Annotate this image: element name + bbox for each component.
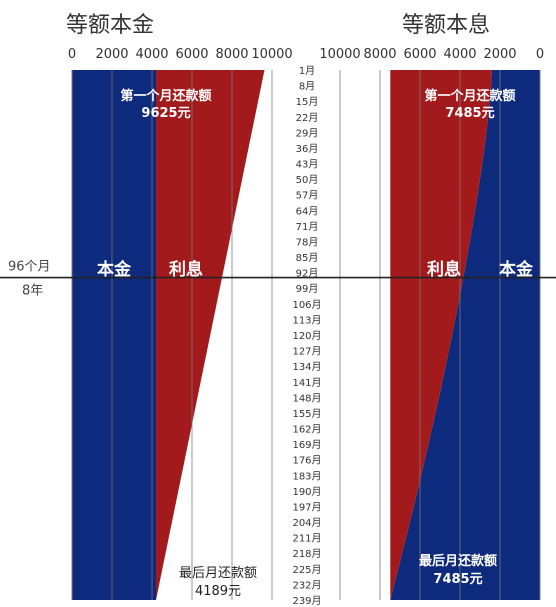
month-label: 78月 bbox=[296, 236, 319, 248]
month-label: 71月 bbox=[296, 221, 319, 233]
panel-title: 等额本息 bbox=[402, 13, 490, 38]
tick-label: 0 bbox=[536, 47, 544, 62]
month-label: 57月 bbox=[296, 190, 319, 202]
first-payment-label: 第一个月还款额 bbox=[120, 88, 211, 104]
month-label: 169月 bbox=[292, 439, 321, 451]
month-label: 120月 bbox=[292, 330, 321, 342]
month-label: 50月 bbox=[296, 174, 319, 186]
divider-label-top: 96个月 bbox=[8, 260, 51, 275]
month-label: 43月 bbox=[296, 159, 319, 171]
tick-label: 6000 bbox=[175, 47, 208, 62]
last-payment-label: 最后月还款额 bbox=[419, 553, 497, 569]
panel-title: 等额本金 bbox=[66, 13, 154, 38]
tick-label: 4000 bbox=[443, 47, 476, 62]
month-label: 211月 bbox=[292, 533, 321, 545]
month-label: 92月 bbox=[296, 268, 319, 280]
left-principal-area bbox=[72, 70, 156, 600]
last-payment-value: 4189元 bbox=[195, 584, 241, 599]
month-label: 176月 bbox=[292, 455, 321, 467]
tick-label: 4000 bbox=[135, 47, 168, 62]
month-label: 99月 bbox=[296, 283, 319, 295]
tick-label: 6000 bbox=[403, 47, 436, 62]
month-label: 239月 bbox=[292, 595, 321, 607]
month-label: 8月 bbox=[299, 81, 315, 93]
month-label: 162月 bbox=[292, 424, 321, 436]
month-label: 106月 bbox=[292, 299, 321, 311]
left-interest-area bbox=[156, 70, 265, 600]
month-label: 113月 bbox=[292, 314, 321, 326]
month-label: 134月 bbox=[292, 361, 321, 373]
interest-label: 利息 bbox=[169, 259, 203, 280]
first-payment-value: 9625元 bbox=[141, 106, 190, 121]
last-payment-label: 最后月还款额 bbox=[179, 566, 257, 581]
month-label: 127月 bbox=[292, 346, 321, 358]
month-label: 204月 bbox=[292, 517, 321, 529]
month-label: 1月 bbox=[299, 65, 315, 77]
month-label: 155月 bbox=[292, 408, 321, 420]
tick-label: 8000 bbox=[363, 47, 396, 62]
right-interest-area bbox=[390, 70, 492, 600]
month-label: 148月 bbox=[292, 392, 321, 404]
principal-label: 本金 bbox=[499, 259, 534, 280]
first-payment-value: 7485元 bbox=[445, 106, 494, 121]
tick-label: 10000 bbox=[319, 47, 360, 62]
tick-label: 8000 bbox=[215, 47, 248, 62]
month-label: 190月 bbox=[292, 486, 321, 498]
month-label: 85月 bbox=[296, 252, 319, 264]
right-principal-area bbox=[390, 70, 540, 600]
tick-label: 2000 bbox=[483, 47, 516, 62]
month-label: 141月 bbox=[292, 377, 321, 389]
first-payment-label: 第一个月还款额 bbox=[424, 88, 515, 104]
divider-label-bottom: 8年 bbox=[22, 284, 43, 299]
tick-label: 0 bbox=[68, 47, 76, 62]
month-axis: 1月 8月 15月 22月 29月 36月 43月 50月 57月 64月 71月 78月 85月 92月… bbox=[292, 65, 321, 607]
month-label: 36月 bbox=[296, 143, 319, 155]
month-label: 197月 bbox=[292, 501, 321, 513]
interest-label: 利息 bbox=[427, 259, 461, 280]
month-label: 64月 bbox=[296, 205, 319, 217]
month-label: 218月 bbox=[292, 548, 321, 560]
month-label: 232月 bbox=[292, 579, 321, 591]
tick-label: 10000 bbox=[251, 47, 292, 62]
last-payment-value: 7485元 bbox=[433, 572, 482, 587]
divider-96-months: 96个月 8年 bbox=[0, 260, 556, 299]
month-label: 225月 bbox=[292, 564, 321, 576]
tick-label: 2000 bbox=[95, 47, 128, 62]
month-label: 15月 bbox=[296, 96, 319, 108]
month-label: 183月 bbox=[292, 470, 321, 482]
month-label: 29月 bbox=[296, 127, 319, 139]
principal-label: 本金 bbox=[97, 259, 132, 280]
month-label: 22月 bbox=[296, 112, 319, 124]
